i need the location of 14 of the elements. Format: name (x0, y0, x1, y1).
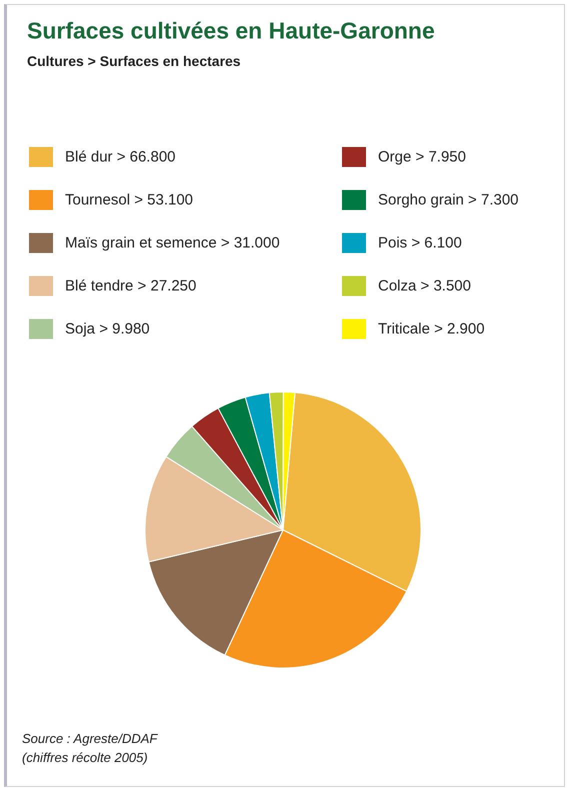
text: (chiffres récolte 2005) (22, 750, 148, 765)
legend-label: Blé tendre > 27.250 (65, 278, 196, 294)
chart-title: Surfaces cultivées en Haute-Garonne (27, 18, 435, 44)
legend-label: Pois > 6.100 (378, 234, 462, 252)
legend-label: Orge > 7.950 (378, 148, 466, 166)
legend-label: Maïs grain et semence > 31.000 (65, 234, 280, 252)
source-note: Source : Agreste/DDAF (22, 731, 158, 746)
chart-subtitle: Cultures > Surfaces en hectares (27, 53, 241, 69)
legend-label: Triticale > 2.900 (378, 320, 485, 338)
legend-label: Soja > 9.980 (65, 320, 150, 338)
legend-label: Blé dur > 66.800 (65, 148, 176, 166)
legend-label: Tournesol > 53.100 (65, 192, 194, 208)
legend-label: Colza > 3.500 (378, 278, 471, 294)
legend-label: Sorgho grain > 7.300 (378, 192, 519, 208)
